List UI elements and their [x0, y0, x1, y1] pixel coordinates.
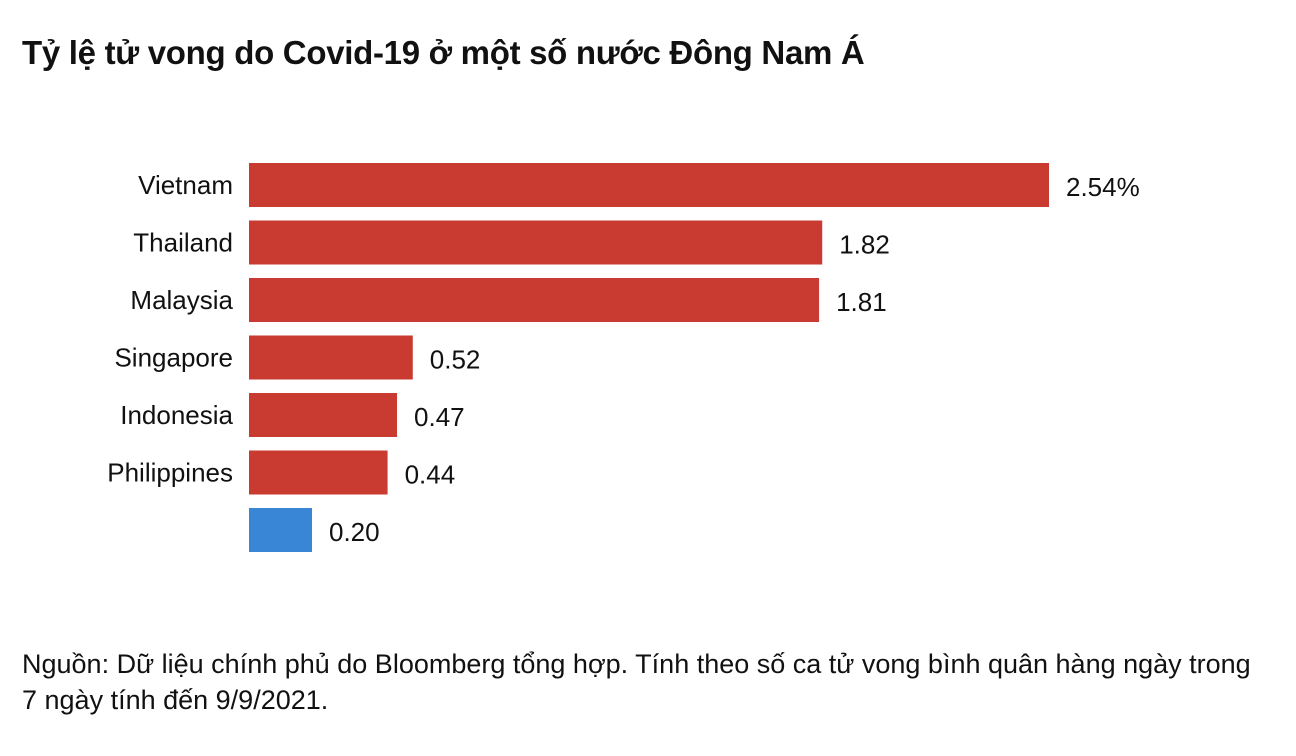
value-label-singapore: 0.52 [430, 345, 481, 375]
value-label-thailand: 1.82 [839, 230, 890, 260]
category-label-singapore: Singapore [114, 343, 233, 373]
chart-title: Tỷ lệ tử vong do Covid-19 ở một số nước … [22, 34, 865, 71]
bar-chart: Vietnam 2.54% Thailand 1.82 Malaysia 1.81 Sing… [107, 163, 1140, 552]
value-label-vietnam: 2.54% [1066, 172, 1140, 202]
value-label-malaysia: 1.81 [836, 287, 887, 317]
category-label-malaysia: Malaysia [130, 285, 233, 315]
bar-singapore [249, 335, 413, 380]
bar-philippines [249, 450, 388, 495]
bar-unlabeled [249, 508, 312, 552]
bar-vietnam [249, 163, 1049, 207]
category-label-philippines: Philippines [107, 458, 233, 488]
bar-indonesia [249, 393, 398, 437]
value-label-unlabeled: 0.20 [329, 517, 380, 547]
category-label-thailand: Thailand [133, 228, 233, 258]
value-label-philippines: 0.44 [405, 460, 456, 490]
category-label-indonesia: Indonesia [120, 400, 233, 430]
category-label-vietnam: Vietnam [138, 170, 233, 200]
source-note: Nguồn: Dữ liệu chính phủ do Bloomberg tổ… [22, 649, 1251, 715]
bar-malaysia [249, 278, 820, 322]
bar-thailand [249, 220, 823, 265]
value-label-indonesia: 0.47 [414, 402, 465, 432]
